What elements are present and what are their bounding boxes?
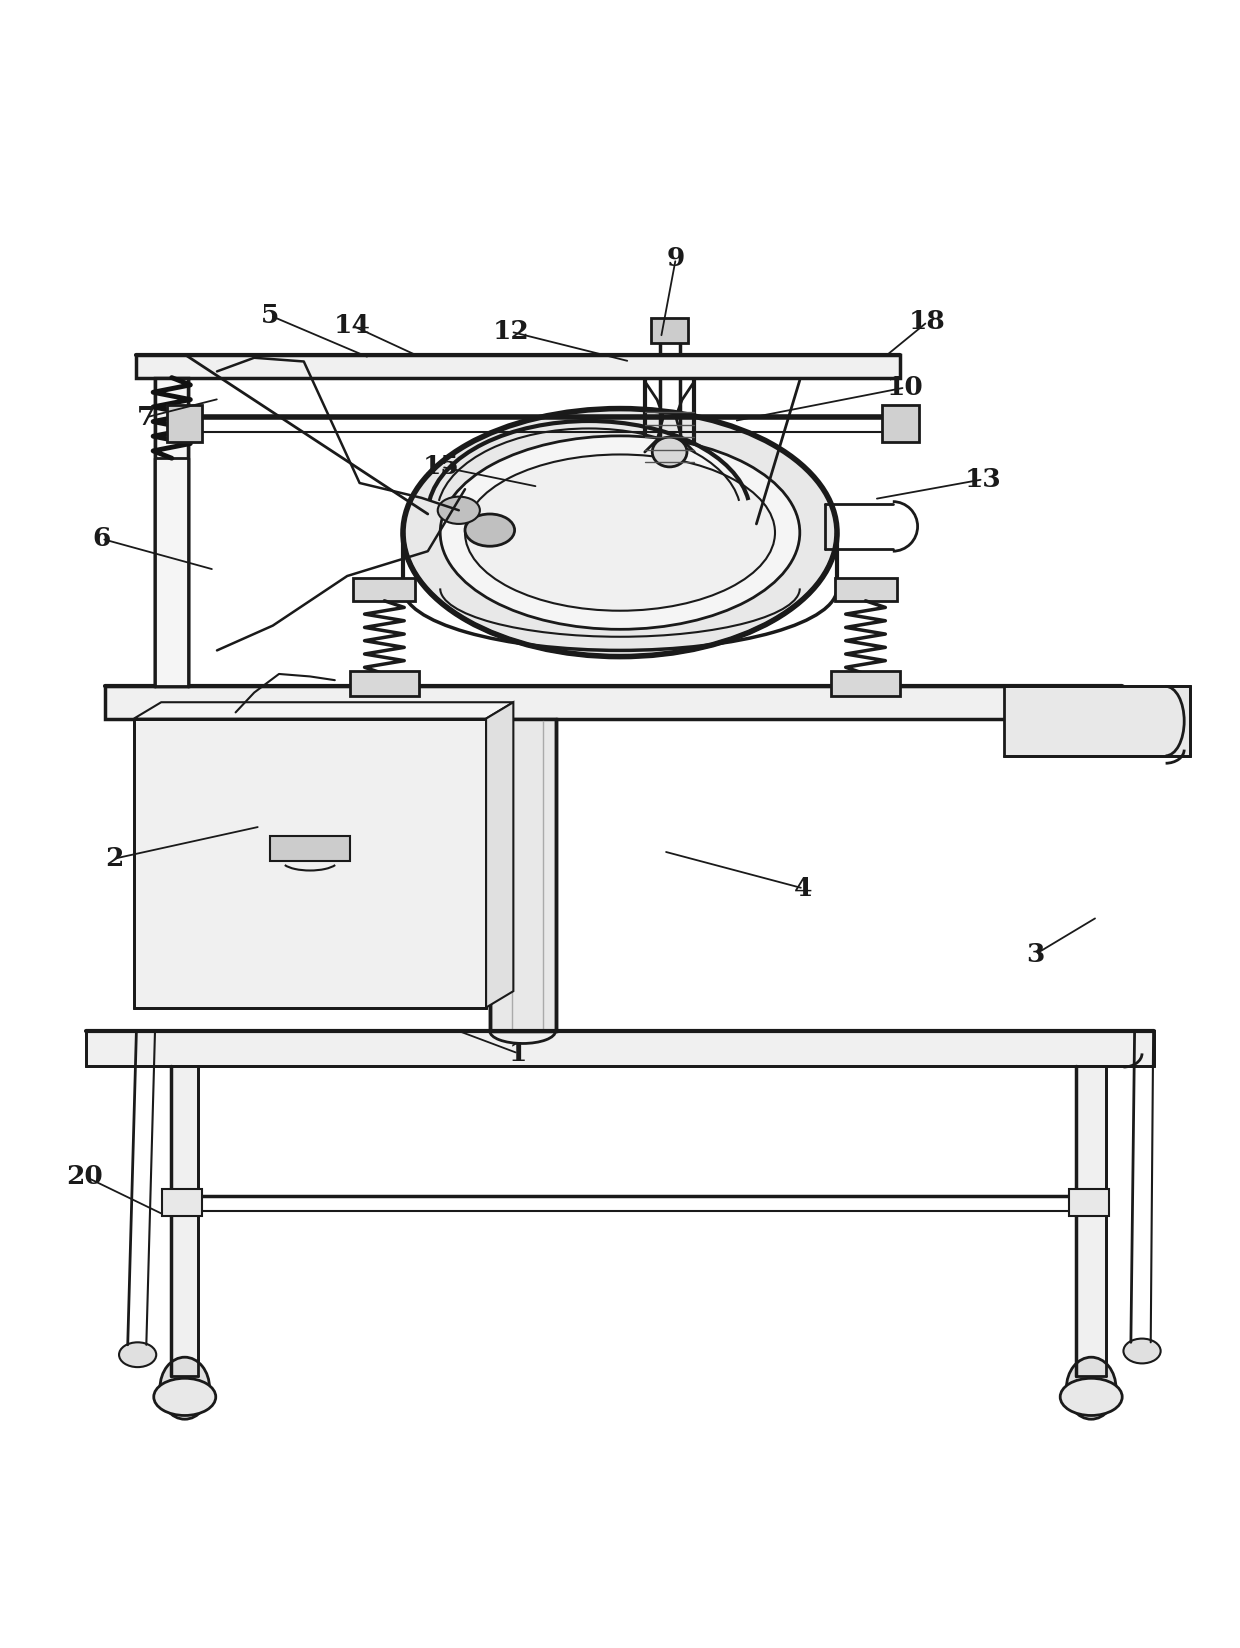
Bar [167, 405, 202, 442]
Text: 1: 1 [510, 1042, 527, 1066]
Ellipse shape [1060, 1378, 1122, 1416]
Bar [270, 836, 350, 860]
Text: 20: 20 [66, 1163, 103, 1188]
Text: 6: 6 [93, 526, 110, 552]
Bar [1069, 1188, 1109, 1216]
Polygon shape [490, 719, 556, 1032]
Text: 12: 12 [492, 320, 529, 344]
Ellipse shape [438, 496, 480, 524]
Ellipse shape [1123, 1338, 1161, 1363]
Bar [831, 671, 900, 695]
Bar [651, 318, 688, 343]
Polygon shape [105, 686, 1122, 719]
Polygon shape [171, 1066, 198, 1376]
Text: 4: 4 [795, 877, 812, 901]
Ellipse shape [403, 409, 837, 656]
Bar [835, 578, 897, 602]
Ellipse shape [1066, 1358, 1116, 1419]
Ellipse shape [160, 1358, 210, 1419]
Polygon shape [486, 702, 513, 1007]
Bar [350, 671, 419, 695]
Ellipse shape [465, 455, 775, 611]
Polygon shape [86, 1032, 1154, 1066]
Text: 14: 14 [334, 313, 371, 338]
Polygon shape [136, 356, 900, 377]
Ellipse shape [465, 514, 515, 545]
Text: 2: 2 [105, 845, 123, 872]
Polygon shape [155, 377, 188, 686]
Ellipse shape [154, 1378, 216, 1416]
Text: 9: 9 [667, 246, 684, 270]
Text: 18: 18 [909, 310, 946, 335]
Ellipse shape [652, 437, 687, 466]
Polygon shape [134, 702, 513, 719]
Text: 5: 5 [262, 303, 279, 328]
Polygon shape [155, 458, 188, 686]
Bar [882, 405, 919, 442]
Ellipse shape [119, 1343, 156, 1368]
Bar [162, 1188, 202, 1216]
Text: 7: 7 [138, 405, 155, 430]
Polygon shape [1004, 686, 1190, 756]
Text: 3: 3 [1027, 941, 1044, 967]
Polygon shape [134, 719, 486, 1007]
Ellipse shape [440, 435, 800, 630]
Text: 13: 13 [965, 466, 1002, 491]
Text: 15: 15 [423, 455, 460, 480]
Text: 10: 10 [887, 376, 924, 400]
Polygon shape [1076, 1066, 1106, 1376]
Bar [353, 578, 415, 602]
